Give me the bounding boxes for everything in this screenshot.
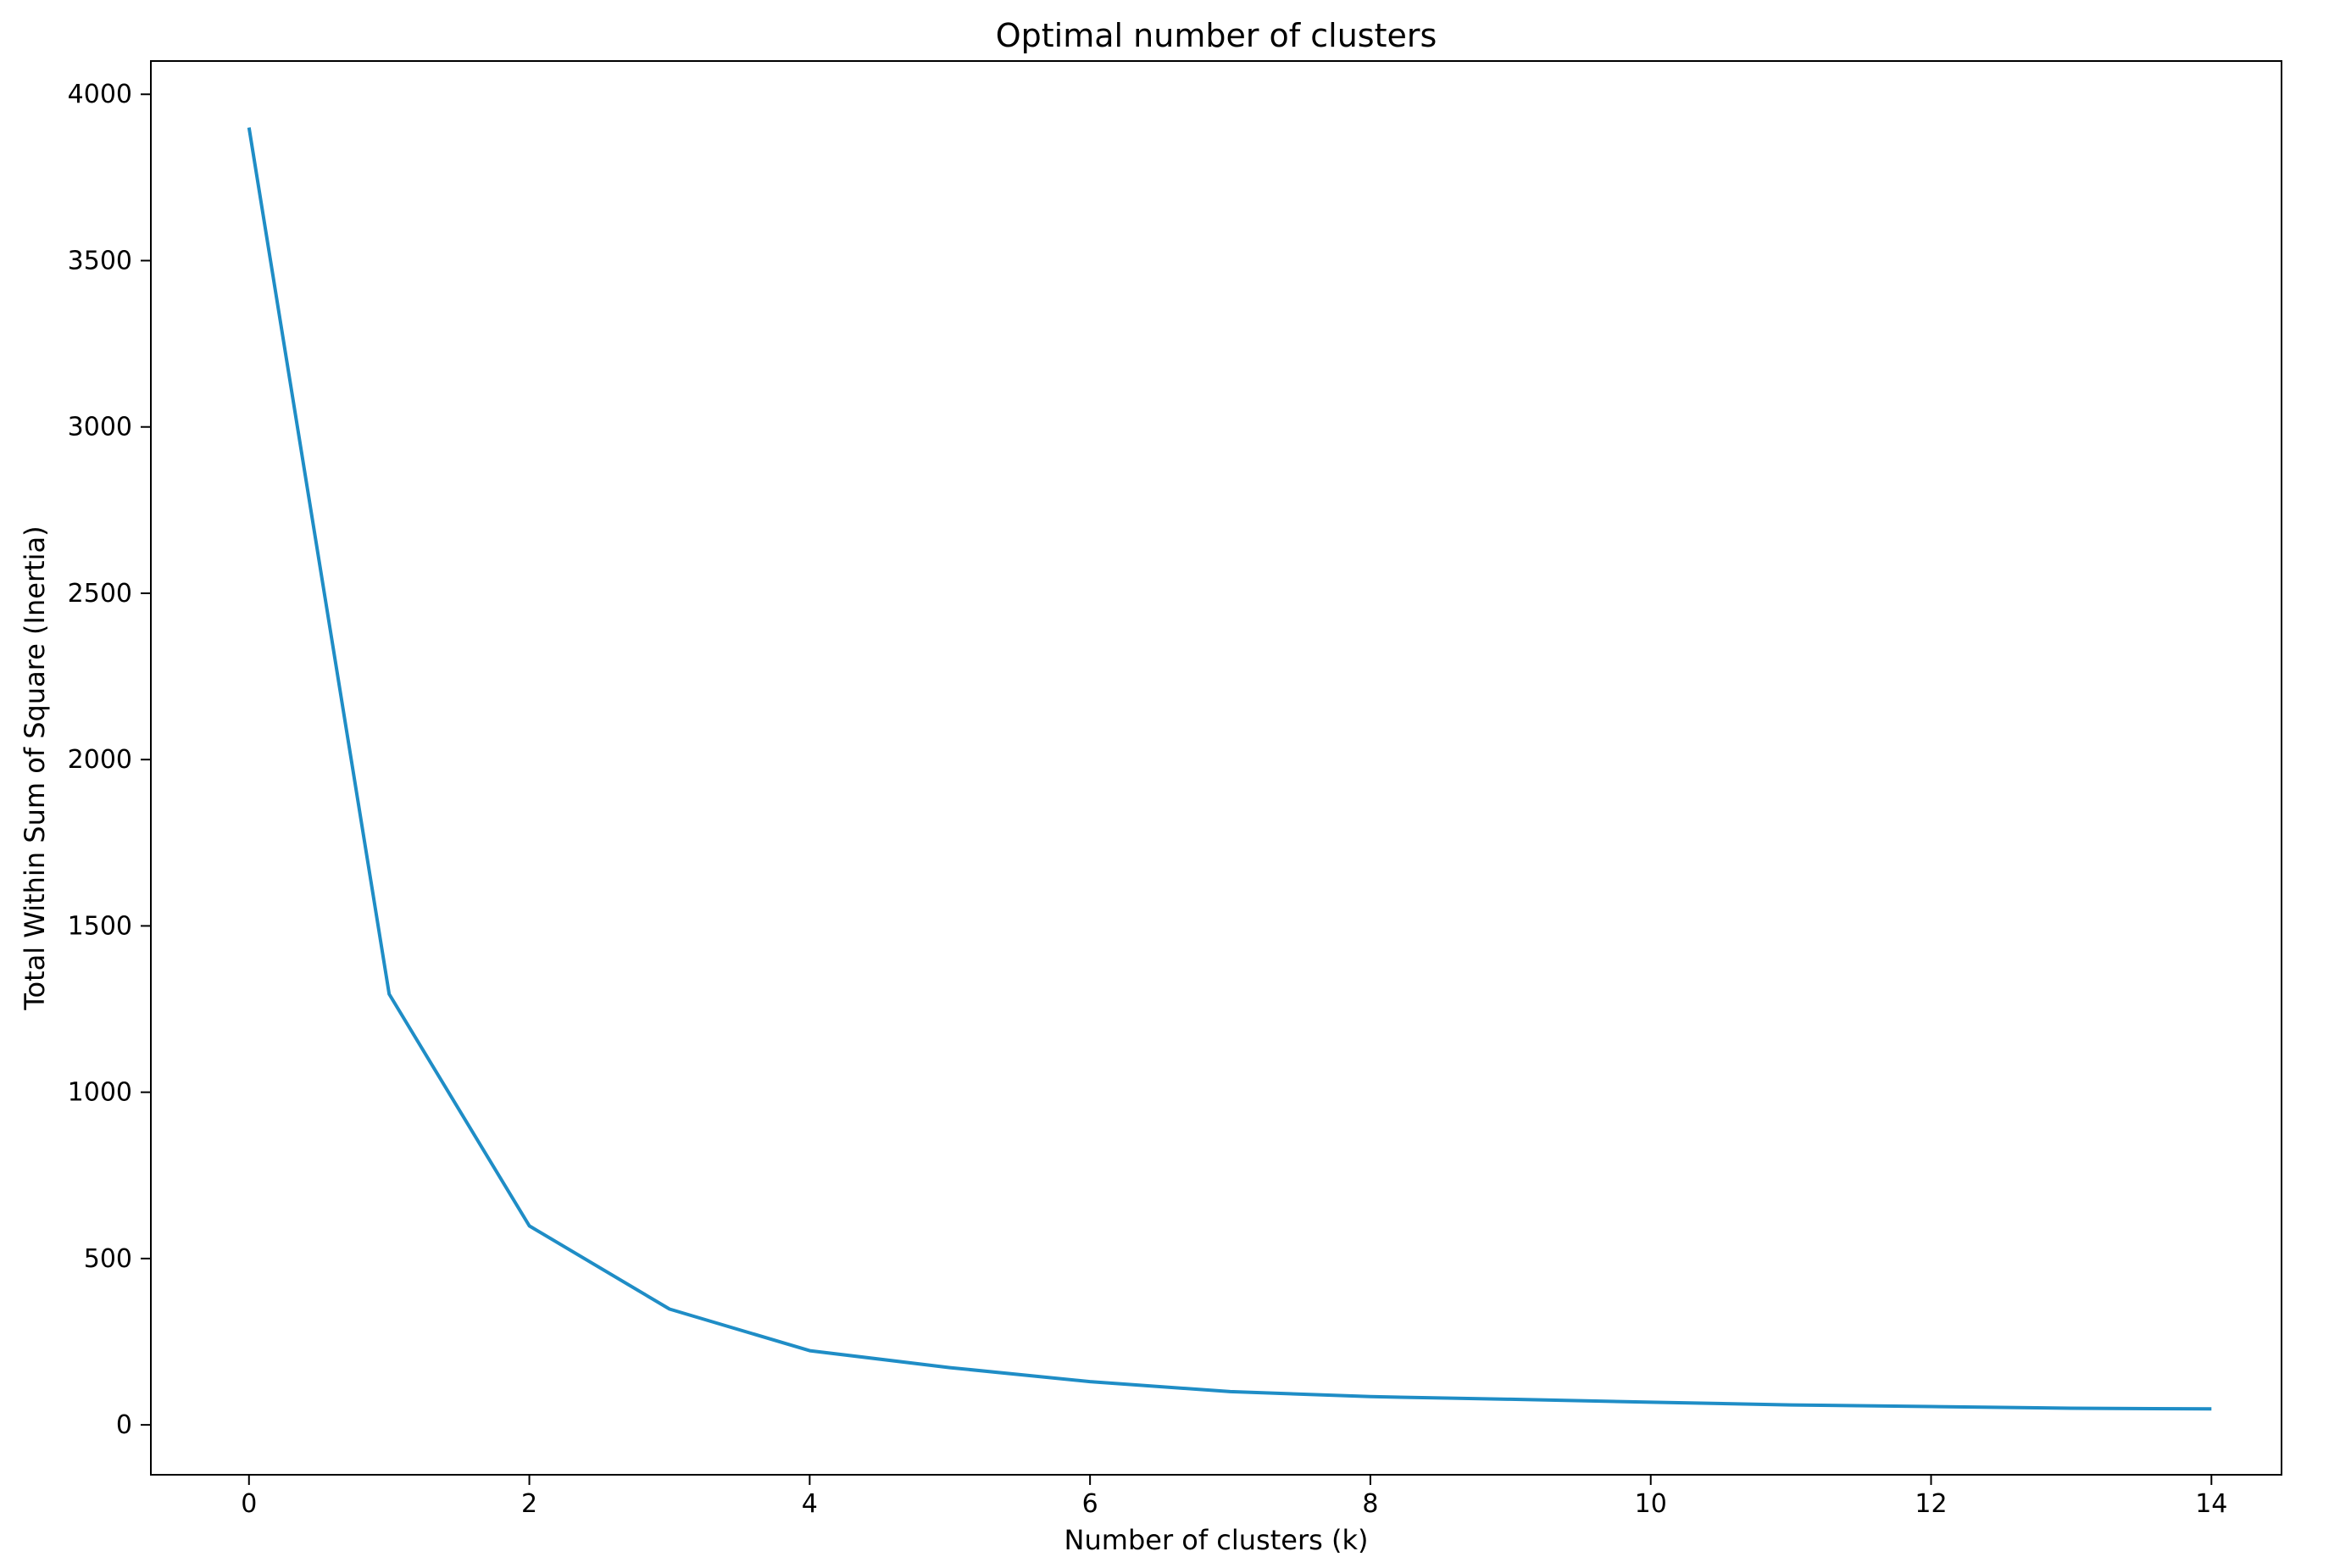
x-tick-label: 6 [1082, 1489, 1098, 1519]
y-tick-label: 500 [84, 1244, 132, 1274]
y-tick-label: 3500 [68, 246, 132, 275]
x-tick-label: 8 [1362, 1489, 1378, 1519]
x-tick-label: 2 [521, 1489, 537, 1519]
x-tick-label: 12 [1915, 1489, 1947, 1519]
x-tick-label: 0 [241, 1489, 257, 1519]
x-tick-label: 4 [802, 1489, 818, 1519]
y-tick-label: 4000 [68, 80, 132, 109]
y-tick-label: 2000 [68, 745, 132, 775]
y-tick-label: 0 [116, 1410, 132, 1440]
y-tick-label: 1000 [68, 1078, 132, 1108]
axis-ticks: 0 2 4 6 8 10 12 14 0 500 1000 1500 2000 2500 3000 3500 4… [68, 80, 2228, 1519]
plot-frame [150, 60, 2282, 1476]
chart-title: Optimal number of clusters [996, 17, 1437, 54]
y-tick-label: 3000 [68, 413, 132, 442]
y-tick-label: 1500 [68, 911, 132, 941]
x-tick-label: 10 [1635, 1489, 1667, 1519]
x-axis-label: Number of clusters (k) [1064, 1524, 1369, 1556]
series-line [247, 127, 2212, 1411]
x-tick-label: 14 [2195, 1489, 2227, 1519]
y-tick-label: 2500 [68, 579, 132, 609]
series-layer [247, 127, 2212, 1411]
y-axis-label: Total Within Sum of Square (Inertia) [19, 525, 51, 1010]
